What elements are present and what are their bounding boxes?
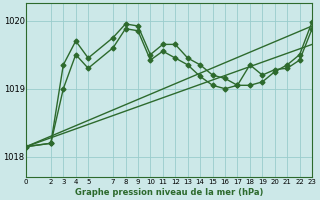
X-axis label: Graphe pression niveau de la mer (hPa): Graphe pression niveau de la mer (hPa) xyxy=(75,188,263,197)
